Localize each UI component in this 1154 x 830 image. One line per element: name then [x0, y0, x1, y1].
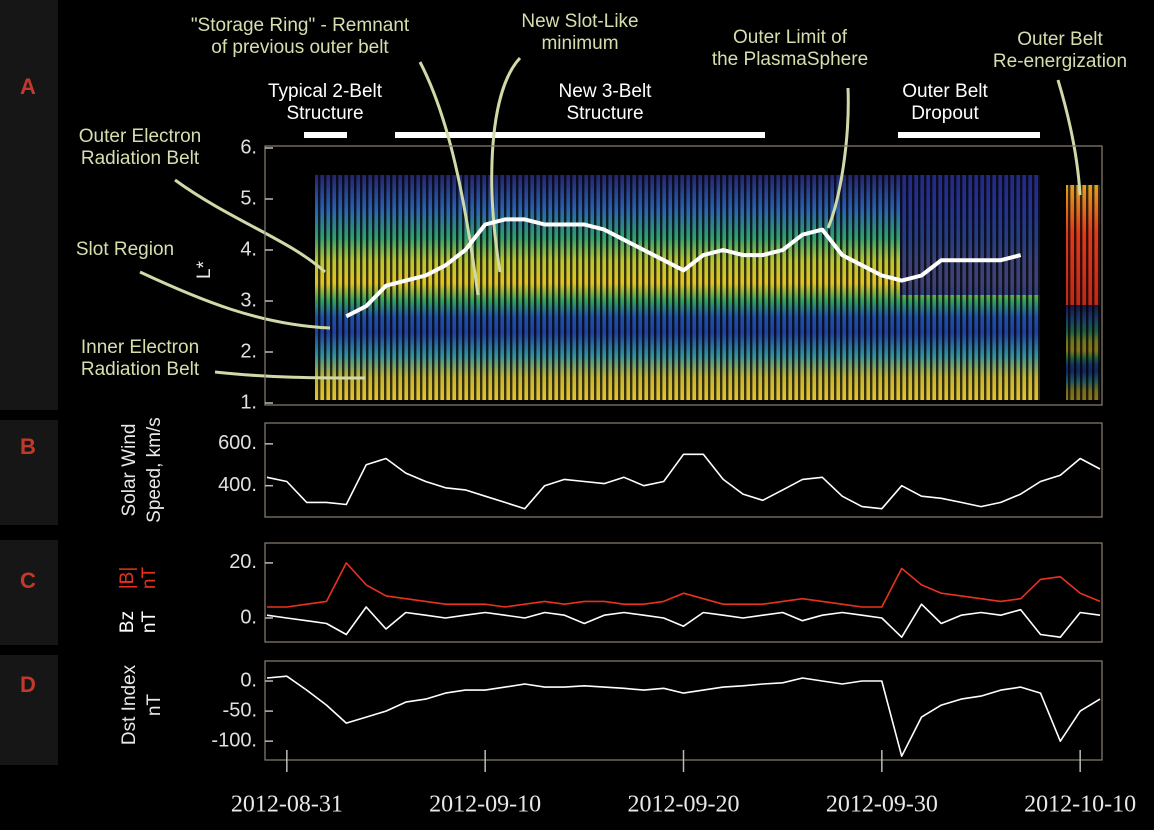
data-line: [266, 675, 1101, 757]
panel-label: C: [20, 568, 36, 593]
y-axis-label: nT: [139, 567, 160, 590]
annotation: New 3-Belt: [559, 81, 653, 102]
annotation: Inner Electron: [81, 337, 199, 358]
annotation: Slot Region: [76, 239, 174, 260]
panel-label: A: [20, 74, 36, 99]
y-axis-label: L*: [194, 260, 215, 279]
annotation: "Storage Ring" - Remnant: [191, 15, 410, 36]
data-line: [266, 453, 1101, 510]
x-tick-label: 2012-09-30: [826, 792, 938, 818]
y-tick-label: 0.: [240, 669, 257, 691]
plot-frame: [264, 542, 1103, 643]
y-tick-label: -50.: [223, 699, 257, 721]
panel-tab: [0, 0, 58, 410]
plot-frame: [264, 422, 1103, 518]
y-tick-label: 2.: [240, 340, 257, 362]
panel-tab: [0, 420, 58, 525]
y-tick-label: 1.: [240, 391, 257, 413]
y-axis-label: Bz: [117, 611, 138, 633]
plot-frame: [264, 660, 1103, 761]
annotation: Typical 2-Belt: [268, 81, 383, 102]
x-tick-label: 2012-09-20: [628, 792, 740, 818]
annotation: Structure: [566, 103, 643, 124]
panel-tab: [0, 655, 58, 765]
panel-tab: [0, 540, 58, 645]
plot-frame: [264, 145, 1103, 406]
spectrogram: [315, 175, 1100, 400]
data-line: [267, 562, 1101, 608]
y-tick-label: 20.: [229, 551, 257, 573]
y-axis-label: Solar Wind: [119, 424, 140, 517]
leader-lines: [139, 56, 1082, 380]
annotation: of previous outer belt: [211, 37, 389, 58]
annotation: Outer Belt: [1017, 29, 1103, 50]
y-tick-label: 5.: [240, 187, 257, 209]
annotation: Radiation Belt: [81, 359, 200, 380]
x-tick-label: 2012-09-10: [429, 792, 541, 818]
y-tick-label: 6.: [240, 136, 257, 158]
annotation: minimum: [541, 33, 618, 54]
y-tick-label: -100.: [211, 729, 257, 751]
y-tick-label: 400.: [218, 474, 257, 496]
data-line: [345, 217, 1022, 319]
y-tick-label: 600.: [218, 432, 257, 454]
annotation: Outer Belt: [902, 81, 988, 102]
annotation: Radiation Belt: [81, 148, 200, 169]
data-line: [266, 603, 1101, 638]
y-tick-label: 0.: [240, 606, 257, 628]
y-axis-label: Dst Index: [119, 664, 140, 745]
y-tick-label: 3.: [240, 289, 257, 311]
y-axis-label: nT: [139, 611, 160, 634]
x-tick-label: 2012-08-31: [231, 792, 343, 818]
annotation: Outer Limit of: [733, 27, 848, 48]
annotation: the PlasmaSphere: [712, 49, 868, 70]
y-axis-label: nT: [144, 694, 165, 717]
annotation: Structure: [286, 103, 363, 124]
annotation: Dropout: [911, 103, 979, 124]
structure-bars: [304, 132, 1040, 138]
annotation: New Slot-Like: [521, 11, 638, 32]
panel-label: B: [20, 434, 36, 459]
y-tick-label: 4.: [240, 238, 257, 260]
panel-label: D: [20, 672, 36, 697]
x-tick-label: 2012-10-10: [1024, 792, 1136, 818]
y-axis-label: |B|: [117, 567, 138, 590]
annotation: Outer Electron: [79, 126, 202, 147]
annotation: Re-energization: [993, 51, 1127, 72]
y-axis-label: Speed, km/s: [144, 417, 165, 523]
